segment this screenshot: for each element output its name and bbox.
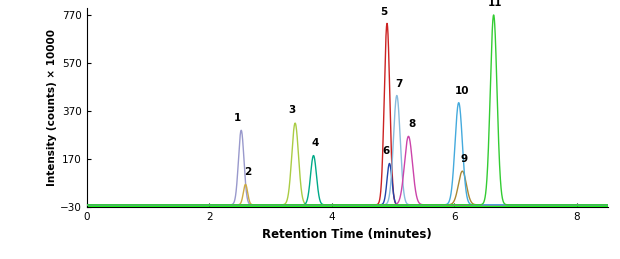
Text: 4: 4: [312, 138, 319, 148]
Text: 3: 3: [288, 105, 295, 116]
Text: 9: 9: [461, 154, 467, 164]
Text: 1: 1: [234, 113, 241, 123]
Text: 5: 5: [380, 7, 388, 17]
Text: 10: 10: [454, 86, 469, 96]
Text: 2: 2: [244, 167, 251, 177]
Text: 7: 7: [396, 79, 403, 89]
Text: 8: 8: [408, 119, 415, 129]
Y-axis label: Intensity (counts) × 10000: Intensity (counts) × 10000: [47, 29, 57, 186]
Text: 6: 6: [382, 146, 389, 156]
X-axis label: Retention Time (minutes): Retention Time (minutes): [262, 228, 432, 241]
Text: 11: 11: [488, 0, 503, 8]
